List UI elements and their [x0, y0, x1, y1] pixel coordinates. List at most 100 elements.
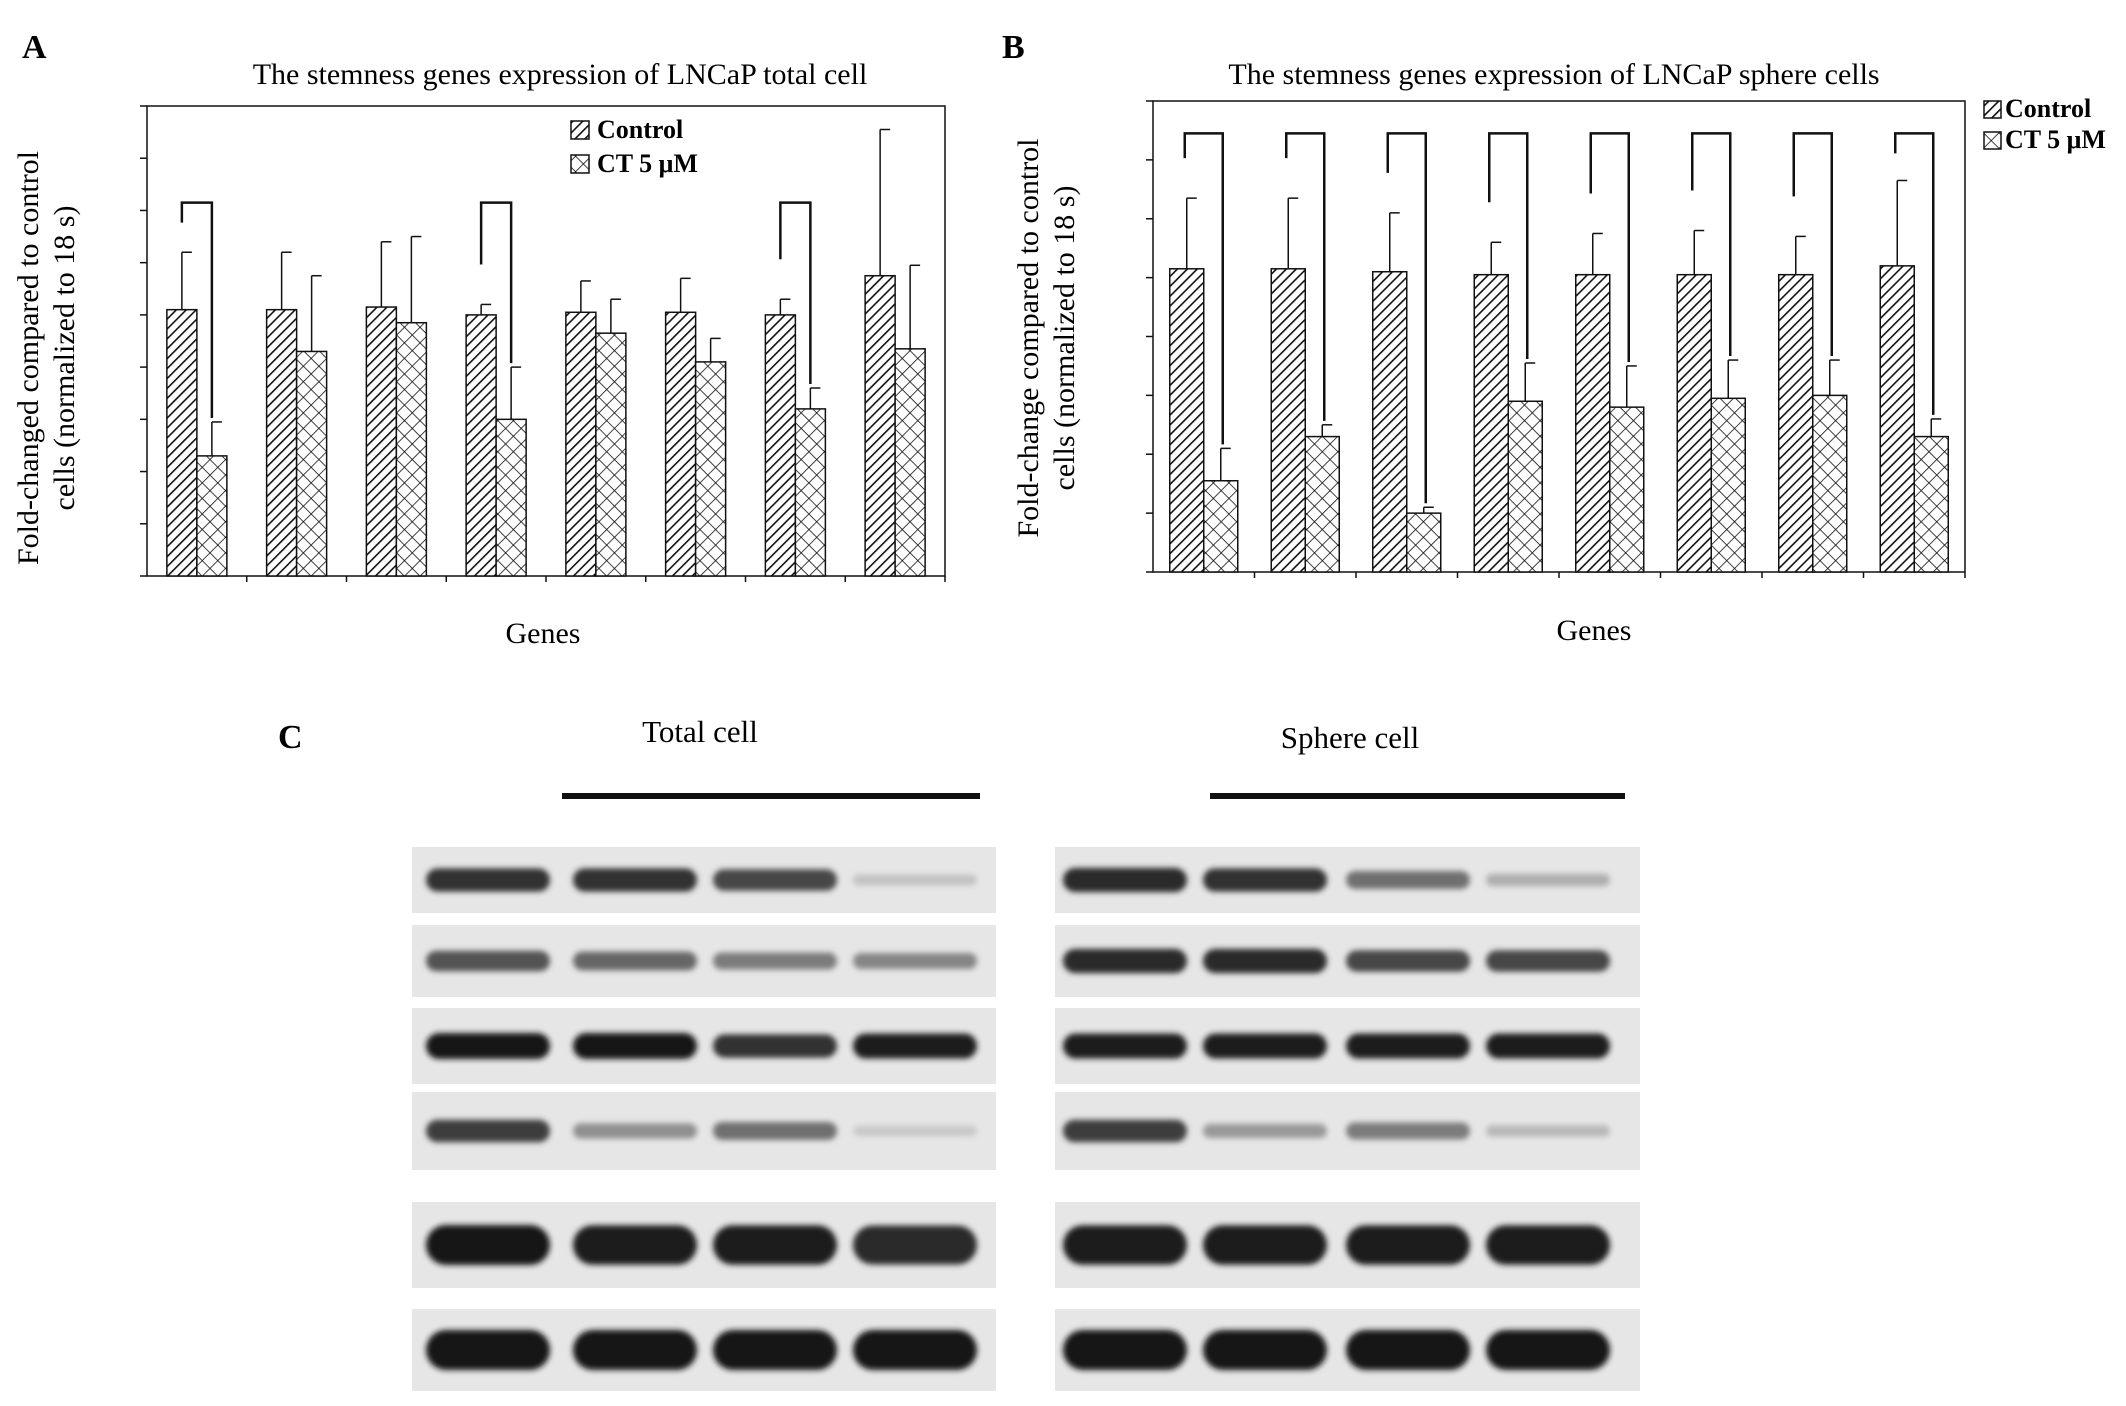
blot-band	[1346, 871, 1470, 889]
blot-band	[1063, 948, 1187, 974]
legend-b-ct-label: CT 5 μM	[2005, 125, 2106, 154]
blot-band	[1203, 868, 1327, 892]
blot-band	[1063, 1033, 1187, 1059]
blot-band	[1346, 950, 1470, 972]
charta-bar-control	[265, 308, 298, 577]
blot-band	[713, 1122, 837, 1140]
blot-band	[1063, 1119, 1187, 1143]
chart-a-ylabel-line2: cells (normalized to 18 s)	[48, 206, 81, 511]
charta-bar-control	[465, 314, 497, 577]
chartb-significance-bracket	[1285, 132, 1326, 421]
chartb-bar-control	[1473, 273, 1509, 573]
blot-band	[573, 1330, 697, 1370]
panel-c: C Total cell Sphere cell	[278, 714, 1640, 1391]
blot-band	[573, 1225, 697, 1265]
blot-band	[426, 1033, 550, 1059]
charta-bar-control	[365, 306, 398, 577]
chartb-bar-ct	[1406, 512, 1442, 573]
blot-band	[573, 1033, 697, 1059]
chartb-bar-control	[1372, 270, 1408, 573]
chart-b-ylabel-line2: cells (normalized to 18 s)	[1048, 186, 1081, 491]
chart-a-legend: Control CT 5 μM	[570, 115, 698, 178]
western-blot	[412, 793, 1640, 1391]
chart-a-xlabel: Genes	[506, 617, 581, 650]
blot-total-title: Total cell	[642, 714, 758, 749]
charta-bar-control	[166, 308, 198, 577]
charta-significance-bracket	[779, 201, 812, 384]
charta-bar-ct	[295, 350, 328, 577]
blot-band	[1346, 1033, 1470, 1059]
blot-band	[573, 868, 697, 892]
blot-band	[853, 1033, 977, 1059]
chart-b-xlabel: Genes	[1557, 614, 1632, 647]
chartb-bar-control	[1676, 273, 1712, 573]
chartb-significance-bracket	[1589, 132, 1630, 362]
legend-b-control-label: Control	[2005, 94, 2091, 123]
blot-band	[1486, 950, 1610, 972]
charta-bar-ct	[395, 321, 428, 577]
blot-band	[573, 1123, 697, 1139]
chart-b-title: The stemness genes expression of LNCaP s…	[1228, 58, 1879, 91]
blot-band	[1486, 1225, 1610, 1265]
legend-b-ct-swatch	[1983, 131, 2002, 150]
chartb-significance-bracket	[1691, 132, 1732, 357]
blot-band	[1203, 1123, 1327, 1139]
blot-band	[853, 1330, 977, 1370]
blot-band	[713, 1034, 837, 1058]
blot-band	[426, 1330, 550, 1370]
legend-a-control-label: Control	[597, 115, 683, 144]
panel-a: A The stemness genes expression of LNCaP…	[12, 29, 946, 650]
panel-b: B The stemness genes expression of LNCaP…	[1002, 29, 2106, 647]
chartb-bar-ct	[1304, 435, 1340, 573]
chartb-significance-bracket	[1183, 132, 1224, 445]
charta-bar-ct	[495, 418, 527, 577]
chartb-bar-ct	[1812, 394, 1848, 573]
blot-sphere-title: Sphere cell	[1281, 720, 1420, 755]
blot-band	[426, 868, 550, 892]
chartb-significance-bracket	[1894, 132, 1935, 415]
charta-bar-control	[565, 311, 597, 577]
chartb-bar-ct	[1203, 479, 1239, 573]
charta-bar-control	[864, 274, 896, 577]
chartb-significance-bracket	[1386, 132, 1427, 504]
chart-b-ylabel-line1: Fold-change compared to control	[1012, 138, 1045, 537]
blot-band	[1346, 1330, 1470, 1370]
blot-band	[1203, 1225, 1327, 1265]
blot-band	[1486, 873, 1610, 887]
charta-significance-bracket	[180, 201, 214, 418]
blot-band	[713, 1225, 837, 1265]
chartb-significance-bracket	[1792, 132, 1833, 357]
charta-bar-ct	[595, 332, 627, 577]
chart-b-plot	[1146, 100, 1966, 578]
chartb-bar-ct	[1913, 435, 1949, 573]
chart-b-legend: Control CT 5 μM	[1983, 94, 2106, 154]
charta-bar-control	[764, 314, 797, 577]
blot-band	[1346, 1122, 1470, 1140]
blot-band	[426, 1119, 550, 1143]
chartb-bar-ct	[1710, 397, 1746, 573]
chartb-bar-control	[1879, 265, 1915, 573]
chartb-bar-control	[1270, 268, 1306, 573]
blot-band	[1063, 1330, 1187, 1370]
chartb-bar-ct	[1507, 400, 1543, 573]
blot-band	[853, 874, 977, 886]
blot-band	[1346, 1225, 1470, 1265]
chart-b-ylabel: Fold-change compared to control cells (n…	[1012, 138, 1081, 537]
legend-a-ct-label: CT 5 μM	[597, 149, 698, 178]
blot-band	[713, 1330, 837, 1370]
blot-band	[1486, 1033, 1610, 1059]
panel-letter-b: B	[1002, 29, 1025, 66]
legend-a-ct-swatch	[570, 154, 590, 174]
blot-band	[853, 1225, 977, 1265]
chartb-bar-ct	[1609, 406, 1645, 573]
chartb-bar-control	[1169, 268, 1205, 573]
charta-bar-ct	[894, 348, 926, 577]
panel-letter-a: A	[22, 29, 47, 66]
blot-band	[426, 950, 550, 972]
blot-band	[1486, 1330, 1610, 1370]
blot-band	[853, 1125, 977, 1137]
panel-letter-c: C	[278, 719, 303, 756]
chart-a-ylabel-line1: Fold-changed compared to control	[12, 151, 45, 565]
chart-a-plot	[140, 105, 946, 582]
